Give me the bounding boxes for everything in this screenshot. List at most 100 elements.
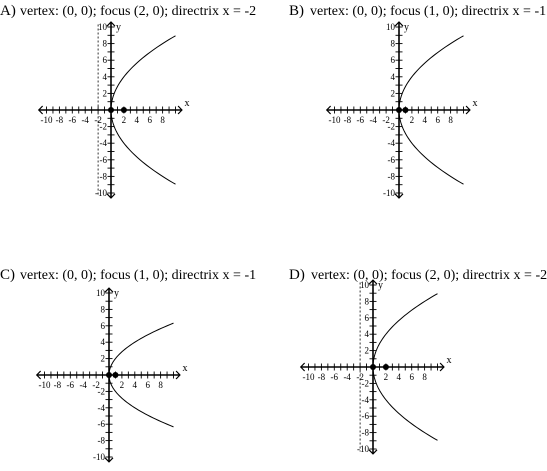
option-b-y-tick-label: -6: [388, 155, 396, 165]
option-a-x-arrow-right: [177, 105, 183, 115]
option-b-x-tick-label: -2: [382, 115, 390, 125]
option-b-y-tick-label: 4: [391, 72, 396, 82]
option-b-x-tick-label: -10: [329, 115, 341, 125]
option-d-letter: D): [289, 267, 305, 283]
option-a-y-tick-label: 10: [98, 22, 108, 32]
option-a-x-tick-label: -2: [94, 115, 102, 125]
option-a-y-tick-label: -8: [100, 171, 108, 181]
option-b-x-tick-label: -8: [344, 115, 352, 125]
option-a-x-tick-label: -8: [56, 115, 64, 125]
option-a-description: vertex: (0, 0); focus (2, 0); directrix …: [20, 4, 256, 19]
option-d-vertex-point: [370, 364, 376, 370]
option-c-y-arrow-top: [104, 287, 114, 293]
option-d-x-arrow-left: [299, 362, 306, 372]
option-d-x-tick-label: 8: [422, 372, 427, 382]
option-a-y-tick-label: -10: [95, 188, 107, 198]
option-b-y-arrow-top: [394, 21, 404, 27]
option-d-y-tick-label: -10: [357, 444, 369, 454]
option-a-y-tick-label: 2: [103, 88, 108, 98]
option-c-x-axis-label: x: [183, 363, 188, 374]
option-b-x-tick-label: -4: [369, 115, 377, 125]
option-c-description: vertex: (0, 0); focus (1, 0); directrix …: [20, 268, 256, 283]
option-b-y-tick-label: 8: [391, 39, 396, 49]
option-b-description: vertex: (0, 0); focus (1, 0); directrix …: [310, 4, 546, 19]
option-b-x-tick-label: 8: [448, 115, 453, 125]
option-b-x-arrow-left: [325, 105, 332, 115]
option-d-y-axis-label: y: [378, 280, 383, 291]
option-a-x-tick-label: 2: [122, 115, 127, 125]
option-a-x-tick-label: -10: [41, 115, 53, 125]
option-a-x-axis-label: x: [185, 98, 190, 109]
option-d-focus-point: [382, 364, 389, 370]
option-c-x-tick-label: 6: [145, 380, 150, 390]
option-a-y-tick-label: -4: [100, 138, 108, 148]
option-c-y-tick-label: -4: [98, 403, 106, 413]
option-a-letter: A): [0, 3, 16, 19]
option-c-x-tick-label: -8: [54, 380, 62, 390]
option-b-y-tick-label: -2: [388, 122, 396, 132]
option-b-y-tick-label: -4: [388, 138, 396, 148]
option-c-x-tick-label: -2: [92, 380, 100, 390]
option-b-x-arrow-right: [465, 105, 471, 115]
option-c-letter: C): [0, 267, 15, 283]
option-b-focus-point: [402, 107, 409, 113]
option-b-y-tick-label: 10: [386, 22, 396, 32]
option-b-y-tick-label: 6: [391, 55, 396, 65]
option-d-y-tick-label: 10: [360, 280, 370, 290]
option-a-y-tick-label: -6: [100, 155, 108, 165]
option-a-x-tick-label: 6: [147, 115, 152, 125]
option-a-x-tick-label: -4: [81, 115, 89, 125]
option-a-y-tick-label: 8: [103, 39, 108, 49]
option-c-x-arrow-right: [175, 370, 181, 380]
option-d-x-tick-label: -4: [343, 372, 351, 382]
option-a-focus-point: [120, 107, 127, 113]
option-d-y-arrow-top: [368, 279, 378, 285]
option-c-y-tick-label: -6: [98, 419, 106, 429]
option-a-y-tick-label: 4: [103, 72, 108, 82]
option-d-y-tick-label: 4: [365, 329, 370, 339]
option-c-x-tick-label: 2: [120, 380, 125, 390]
option-c-y-axis-label: y: [114, 288, 119, 299]
option-c-x-tick-label: 8: [158, 380, 163, 390]
option-a-y-tick-label: 6: [103, 55, 108, 65]
option-d-x-tick-label: 4: [397, 372, 402, 382]
option-c-y-tick-label: -2: [98, 386, 106, 396]
option-b-vertex-point: [396, 107, 402, 113]
option-d-y-arrow-bottom: [368, 449, 378, 455]
option-a-y-axis-label: y: [116, 22, 121, 33]
option-a-x-arrow-left: [37, 105, 44, 115]
option-d-x-tick-label: 6: [409, 372, 414, 382]
option-d-y-tick-label: -6: [362, 411, 370, 421]
option-b-x-axis-label: x: [473, 98, 478, 109]
option-b-x-tick-label: -6: [357, 115, 365, 125]
option-c-y-tick-label: 10: [96, 288, 106, 298]
option-c-x-tick-label: -10: [39, 380, 51, 390]
option-a-y-tick-label: -2: [100, 122, 108, 132]
option-c-y-tick-label: -10: [93, 452, 105, 462]
option-c-y-tick-label: -8: [98, 436, 106, 446]
option-b-letter: B): [289, 3, 304, 19]
option-b-y-tick-label: -10: [383, 188, 395, 198]
option-b-x-tick-label: 6: [435, 115, 440, 125]
option-d-x-tick-label: -2: [356, 372, 364, 382]
option-d-x-axis-label: x: [447, 355, 452, 366]
option-a-y-arrow-top: [106, 21, 116, 27]
option-c-y-tick-label: 8: [101, 304, 106, 314]
option-c-vertex-point: [106, 372, 112, 378]
option-b-y-tick-label: 2: [391, 88, 396, 98]
option-c-focus-point: [112, 372, 119, 378]
option-d-y-tick-label: -4: [362, 395, 370, 405]
option-b-x-tick-label: 4: [423, 115, 428, 125]
option-c-y-tick-label: 6: [101, 321, 106, 331]
option-d-y-tick-label: -2: [362, 378, 370, 388]
option-d-description: vertex: (0, 0); focus (2, 0); directrix …: [311, 268, 547, 283]
option-d-y-tick-label: -8: [362, 428, 370, 438]
option-c-y-arrow-bottom: [104, 457, 114, 463]
option-c-y-tick-label: 2: [101, 354, 106, 364]
option-c-x-tick-label: -4: [79, 380, 87, 390]
option-a-x-tick-label: 4: [135, 115, 140, 125]
